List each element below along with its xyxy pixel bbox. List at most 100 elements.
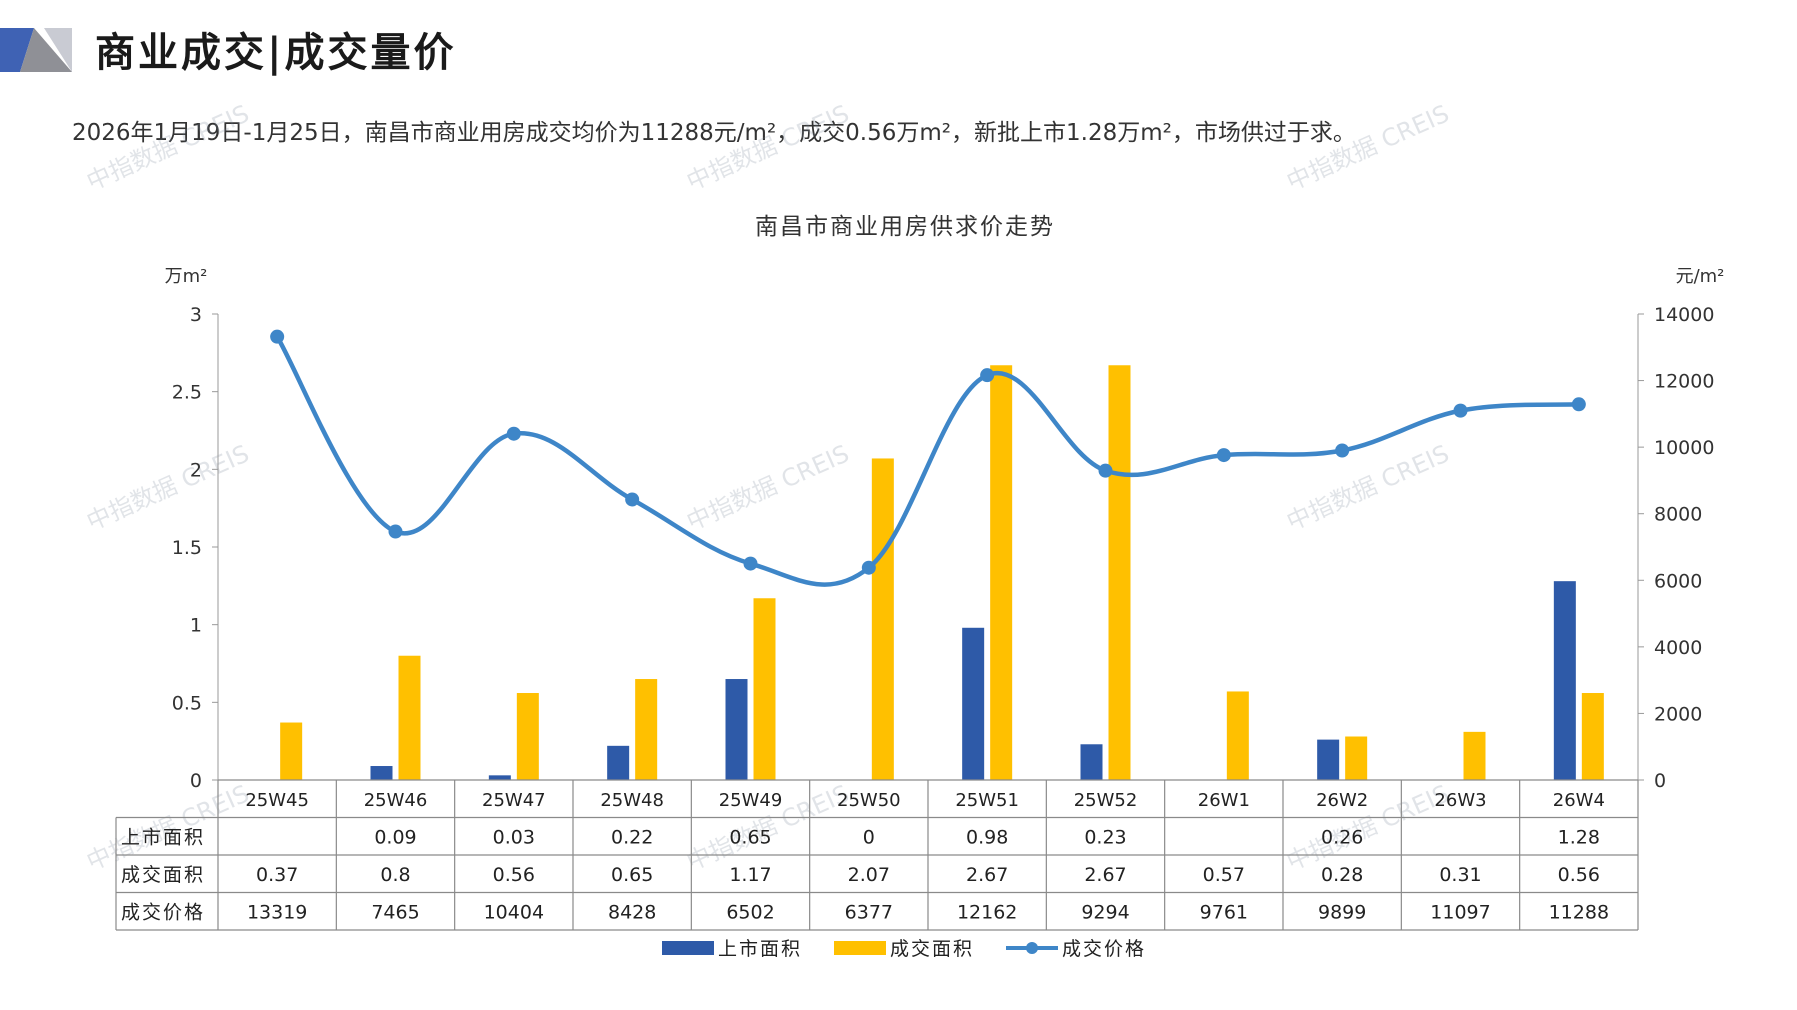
left-axis-tick-label: 1.5 — [172, 537, 202, 559]
deal-area-bar — [635, 679, 658, 780]
category-label: 25W50 — [837, 790, 901, 811]
price-point — [270, 329, 285, 344]
bars-group — [280, 365, 1604, 780]
price-point — [506, 426, 521, 441]
table-cell: 9761 — [1200, 901, 1248, 923]
table-cell: 12162 — [957, 901, 1017, 923]
left-axis-tick-label: 3 — [190, 304, 202, 326]
table-cell: 0.65 — [611, 864, 653, 886]
price-point — [743, 556, 758, 571]
left-axis-tick-label: 1 — [190, 615, 202, 637]
deal-area-bar — [280, 722, 303, 780]
category-label: 26W1 — [1198, 790, 1250, 811]
deal-area-bar — [1463, 731, 1486, 780]
row-header: 成交面积 — [121, 864, 205, 886]
price-point — [980, 368, 995, 383]
category-label: 25W45 — [245, 790, 309, 811]
row-header: 成交价格 — [121, 901, 205, 923]
logo-blue-shape — [0, 28, 34, 72]
category-label: 26W3 — [1434, 790, 1486, 811]
supply-bar — [1553, 581, 1576, 780]
table-cell: 0.09 — [374, 826, 416, 848]
legend-line-marker — [1026, 942, 1038, 954]
data-table: 25W45 25W46 25W47 25W48 25W49 25W50 25W51 25W52… — [115, 779, 1639, 931]
right-axis-tick-label: 14000 — [1654, 304, 1714, 326]
table-cell: 1.28 — [1558, 826, 1600, 848]
price-point — [861, 560, 876, 575]
table-cell: 11097 — [1430, 901, 1490, 923]
page-title: 商业成交|成交量价 — [95, 29, 457, 76]
table-cell: 6377 — [845, 901, 893, 923]
left-axis-tick-label: 2 — [190, 459, 202, 481]
left-axis-tick-label: 2.5 — [172, 382, 202, 404]
right-axis-tick-label: 6000 — [1654, 570, 1702, 592]
supply-bar — [370, 766, 393, 780]
supply-bar — [488, 775, 511, 780]
table-cell: 2.67 — [1084, 864, 1126, 886]
table-cell: 0.65 — [729, 826, 771, 848]
chart-title: 南昌市商业用房供求价走势 — [755, 214, 1055, 240]
deal-area-bar — [1345, 736, 1368, 780]
table-cell: 2.07 — [848, 864, 890, 886]
supply-bar — [1080, 744, 1103, 780]
deal-area-bar — [1226, 691, 1249, 780]
left-axis-tick-label: 0 — [190, 770, 202, 792]
supply-bar — [1317, 739, 1340, 780]
left-axis-unit: 万m² — [165, 266, 208, 287]
right-axis: 0 2000 4000 6000 8000 10000 12000 14000 — [1637, 304, 1714, 792]
logo-grey-shape — [20, 28, 72, 72]
table-cell: 0.31 — [1439, 864, 1481, 886]
legend: 上市面积 成交面积 成交价格 — [662, 938, 1146, 960]
category-label: 25W51 — [955, 790, 1019, 811]
logo-icon — [0, 28, 72, 72]
summary-text: 2026年1月19日-1月25日，南昌市商业用房成交均价为11288元/m²，成… — [72, 120, 1356, 146]
table-cell: 0 — [863, 826, 875, 848]
price-point — [388, 524, 403, 539]
left-axis: 0 0.5 1 1.5 2 2.5 3 — [172, 304, 219, 792]
supply-bar — [962, 627, 985, 780]
supply-bar — [725, 679, 748, 780]
category-label: 25W48 — [600, 790, 664, 811]
deal-area-bar — [1581, 693, 1604, 780]
price-point — [625, 492, 640, 507]
right-axis-tick-label: 12000 — [1654, 371, 1714, 393]
deal-area-bar — [753, 598, 776, 780]
right-axis-tick-label: 8000 — [1654, 504, 1702, 526]
table-cell: 0.98 — [966, 826, 1008, 848]
table-cell: 10404 — [484, 901, 544, 923]
category-label: 25W52 — [1074, 790, 1138, 811]
right-axis-tick-label: 4000 — [1654, 637, 1702, 659]
table-cell: 2.67 — [966, 864, 1008, 886]
category-label: 25W49 — [719, 790, 783, 811]
legend-label: 上市面积 — [718, 938, 802, 960]
deal-area-bar — [398, 655, 421, 780]
row-header: 上市面积 — [121, 826, 205, 848]
category-label: 26W4 — [1553, 790, 1605, 811]
logo-light-shape — [44, 28, 72, 72]
category-label: 25W47 — [482, 790, 546, 811]
right-axis-tick-label: 0 — [1654, 770, 1666, 792]
right-axis-unit: 元/m² — [1676, 266, 1725, 287]
table-cell: 0.57 — [1203, 864, 1245, 886]
price-point — [1335, 443, 1350, 458]
legend-label: 成交价格 — [1062, 938, 1146, 960]
table-cell: 8428 — [608, 901, 656, 923]
legend-swatch — [662, 941, 714, 955]
right-axis-tick-label: 10000 — [1654, 437, 1714, 459]
table-cell: 11288 — [1549, 901, 1609, 923]
price-line — [275, 335, 1579, 587]
category-label: 25W46 — [364, 790, 428, 811]
deal-area-bar — [516, 693, 539, 780]
table-cell: 1.17 — [729, 864, 771, 886]
table-cell: 13319 — [247, 901, 307, 923]
table-cell: 0.37 — [256, 864, 298, 886]
deal-area-bar — [871, 458, 894, 780]
price-point — [1098, 463, 1113, 478]
table-cell: 7465 — [371, 901, 419, 923]
price-line-group — [270, 329, 1586, 587]
table-cell: 0.23 — [1084, 826, 1126, 848]
table-cell: 0.8 — [380, 864, 410, 886]
deal-area-bar — [990, 365, 1013, 780]
left-axis-tick-label: 0.5 — [172, 692, 202, 714]
